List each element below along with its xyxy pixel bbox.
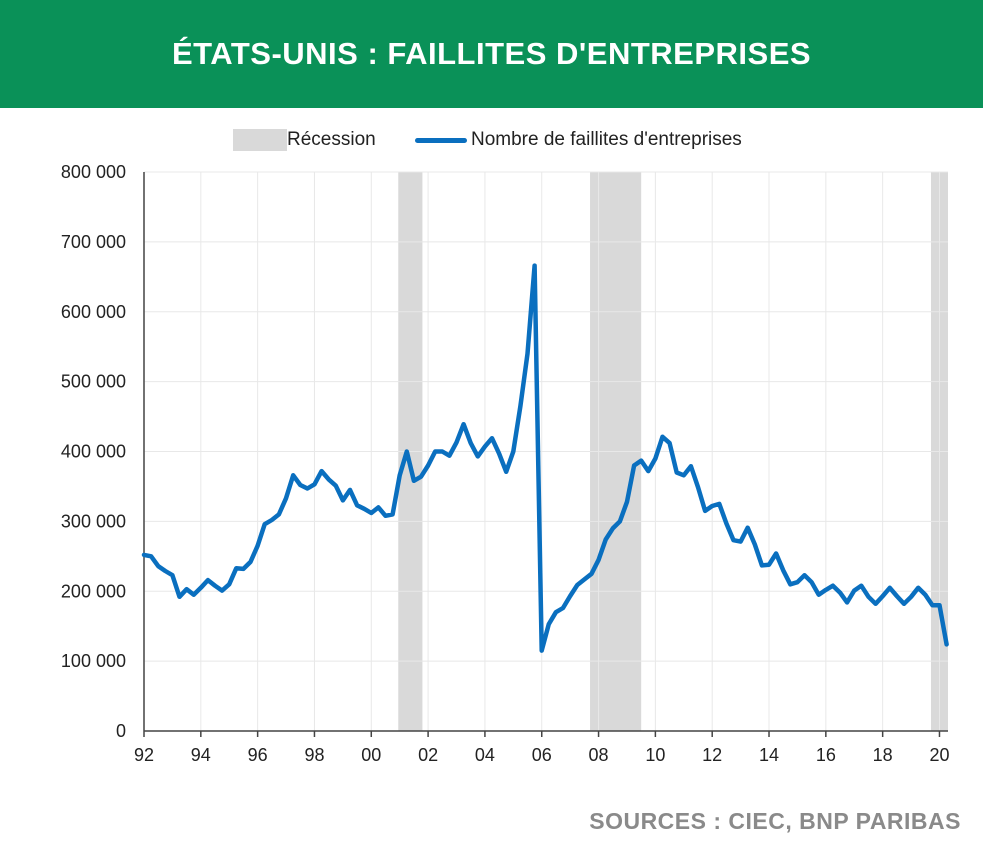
- x-tick-label: 04: [475, 745, 495, 765]
- x-tick-label: 06: [532, 745, 552, 765]
- chart-title: ÉTATS-UNIS : FAILLITES D'ENTREPRISES: [171, 36, 812, 71]
- x-tick-label: 94: [191, 745, 211, 765]
- legend-item-series: Nombre de faillites d'entreprises: [415, 126, 742, 154]
- legend-swatch-recession: [233, 129, 287, 151]
- legend: Récession Nombre de faillites d'entrepri…: [0, 126, 983, 154]
- x-tick-label: 92: [134, 745, 154, 765]
- source-note: SOURCES : CIEC, BNP PARIBAS: [589, 808, 961, 834]
- x-tick-label: 96: [248, 745, 268, 765]
- x-tick-label: 14: [759, 745, 779, 765]
- y-tick-label: 400 000: [61, 442, 126, 462]
- series-line-1: [141, 263, 949, 653]
- y-tick-label: 200 000: [61, 581, 126, 601]
- legend-item-recession: Récession: [233, 126, 376, 154]
- legend-swatch-series: [415, 137, 467, 143]
- legend-label-recession: Récession: [287, 129, 376, 150]
- y-tick-label: 0: [116, 721, 126, 741]
- x-tick-label: 00: [361, 745, 381, 765]
- x-tick-label: 08: [589, 745, 609, 765]
- header-bar: ÉTATS-UNIS : FAILLITES D'ENTREPRISES: [0, 0, 983, 108]
- y-tick-label: 600 000: [61, 302, 126, 322]
- x-tick-label: 02: [418, 745, 438, 765]
- y-tick-label: 100 000: [61, 651, 126, 671]
- y-tick-label: 500 000: [61, 372, 126, 392]
- y-tick-label: 800 000: [61, 162, 126, 182]
- x-tick-label: 20: [929, 745, 949, 765]
- legend-label-series: Nombre de faillites d'entreprises: [471, 129, 742, 150]
- y-tick-label: 700 000: [61, 232, 126, 252]
- x-tick-label: 10: [645, 745, 665, 765]
- x-tick-label: 18: [873, 745, 893, 765]
- x-tick-label: 98: [304, 745, 324, 765]
- x-tick-label: 12: [702, 745, 722, 765]
- y-tick-label: 300 000: [61, 511, 126, 531]
- x-tick-label: 16: [816, 745, 836, 765]
